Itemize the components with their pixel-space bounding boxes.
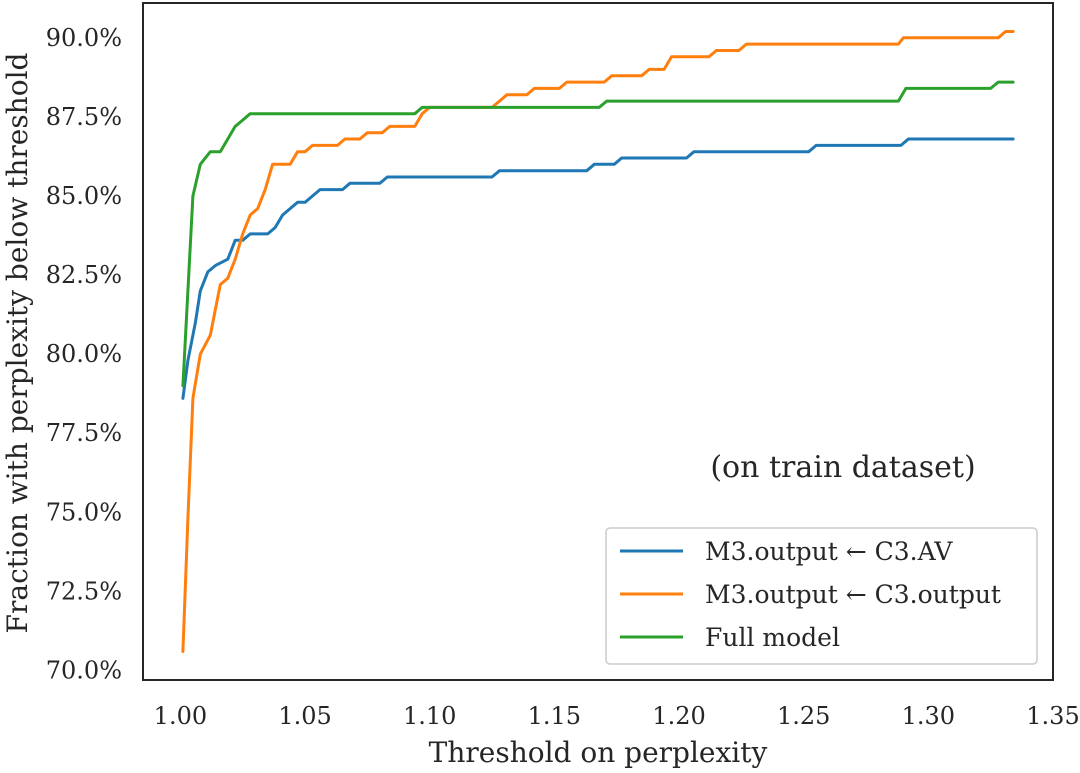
x-tick-label: 1.25 xyxy=(777,702,830,730)
y-tick-label: 87.5% xyxy=(46,103,122,131)
dataset-annotation: (on train dataset) xyxy=(710,450,975,485)
series-line-2 xyxy=(181,80,1015,388)
legend-box xyxy=(605,527,1038,665)
series-layer xyxy=(181,30,1015,653)
x-tick-label: 1.20 xyxy=(652,702,705,730)
y-ticks: 70.0% 72.5% 75.0% 77.5% 80.0% 82.5% 85.0% 87.5%… xyxy=(46,24,122,685)
y-tick-label: 70.0% xyxy=(46,657,122,685)
y-tick-label: 75.0% xyxy=(46,498,122,526)
y-tick-label: 90.0% xyxy=(46,24,122,52)
legend-label-0: M3.output ← C3.AV xyxy=(705,537,953,566)
x-tick-label: 1.05 xyxy=(278,702,331,730)
x-tick-label: 1.10 xyxy=(403,702,456,730)
series-line-0 xyxy=(181,137,1015,400)
y-tick-label: 85.0% xyxy=(46,182,122,210)
legend-label-2: Full model xyxy=(705,623,840,652)
y-tick-label: 80.0% xyxy=(46,340,122,368)
x-axis-label: Threshold on perplexity xyxy=(429,736,768,769)
series-line-1 xyxy=(181,30,1015,653)
y-axis-label: Fraction with perplexity below threshold xyxy=(1,52,34,633)
y-tick-label: 82.5% xyxy=(46,261,122,289)
x-tick-label: 1.35 xyxy=(1026,702,1079,730)
x-tick-label: 1.15 xyxy=(528,702,581,730)
legend: M3.output ← C3.AV M3.output ← C3.output Fu… xyxy=(605,527,1038,665)
legend-label-1: M3.output ← C3.output xyxy=(705,580,1001,609)
x-tick-label: 1.00 xyxy=(154,702,207,730)
y-tick-label: 77.5% xyxy=(46,419,122,447)
y-tick-label: 72.5% xyxy=(46,577,122,605)
plot-frame xyxy=(142,2,1054,681)
x-tick-label: 1.30 xyxy=(902,702,955,730)
x-ticks: 1.00 1.05 1.10 1.15 1.20 1.25 1.30 1.35 xyxy=(154,702,1080,730)
